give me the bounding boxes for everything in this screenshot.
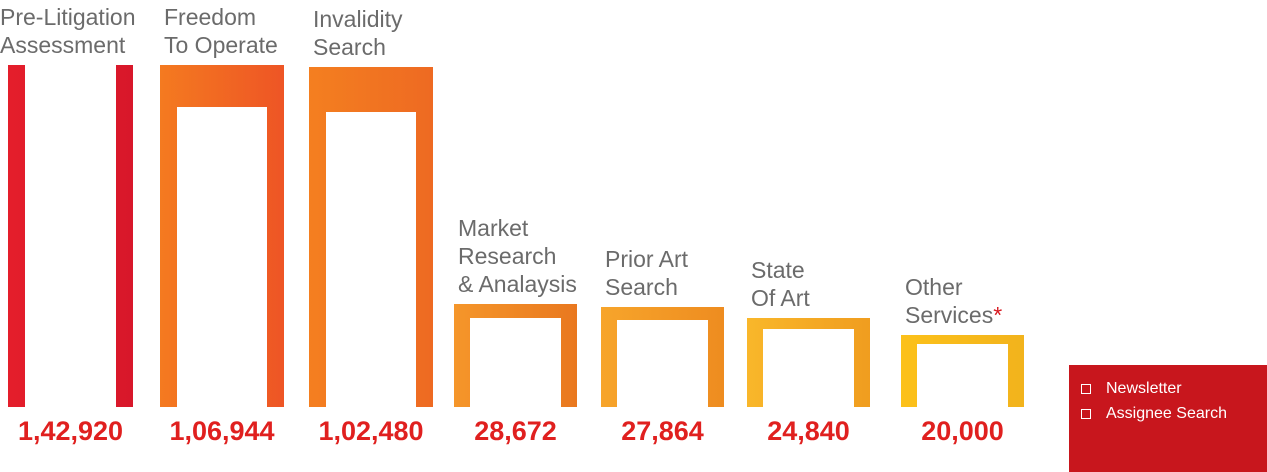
category-label: Prior Art Search: [605, 245, 688, 301]
value-label: 1,02,480: [318, 416, 424, 446]
category-label: State Of Art: [751, 256, 810, 312]
legend-item-label: Assignee Search: [1106, 405, 1227, 422]
category-label-text: Market Research & Analaysis: [458, 215, 577, 297]
legend: Newsletter Assignee Search: [1069, 365, 1267, 472]
value-label: 1,06,944: [169, 416, 275, 446]
value-label: 20,000: [921, 416, 1004, 446]
category-label: Pre-Litigation Assessment: [0, 3, 136, 59]
value-label: 1,42,920: [17, 416, 124, 446]
bar-inner: [763, 329, 854, 407]
category-label: Freedom To Operate: [164, 3, 278, 59]
bar-inner: [470, 318, 561, 407]
category-label: Other Services*: [905, 273, 1002, 329]
value-label: 28,672: [474, 416, 557, 446]
category-label: Invalidity Search: [313, 5, 402, 61]
asterisk-note: *: [993, 302, 1003, 328]
checkbox-icon: [1081, 384, 1091, 394]
category-label-text: Pre-Litigation Assessment: [0, 4, 136, 58]
category-label-text: Prior Art Search: [605, 246, 689, 300]
bar-inner: [177, 107, 267, 407]
category-label-text: State Of Art: [751, 257, 810, 311]
value-label: 24,840: [767, 416, 850, 446]
bar-inner: [326, 112, 416, 407]
category-label-text: Other Services: [905, 274, 994, 328]
bar-inner: [25, 65, 116, 407]
bar-inner: [917, 344, 1008, 407]
checkbox-icon: [1081, 409, 1091, 419]
value-label: 27,864: [621, 416, 704, 446]
legend-item-newsletter[interactable]: Newsletter: [1081, 380, 1182, 398]
bar-inner: [617, 320, 708, 407]
legend-item-label: Newsletter: [1106, 380, 1182, 397]
category-label-text: Invalidity Search: [313, 6, 403, 60]
legend-item-assignee-search[interactable]: Assignee Search: [1081, 405, 1227, 423]
category-label: Market Research & Analaysis: [458, 214, 577, 298]
category-label-text: Freedom To Operate: [164, 4, 278, 58]
